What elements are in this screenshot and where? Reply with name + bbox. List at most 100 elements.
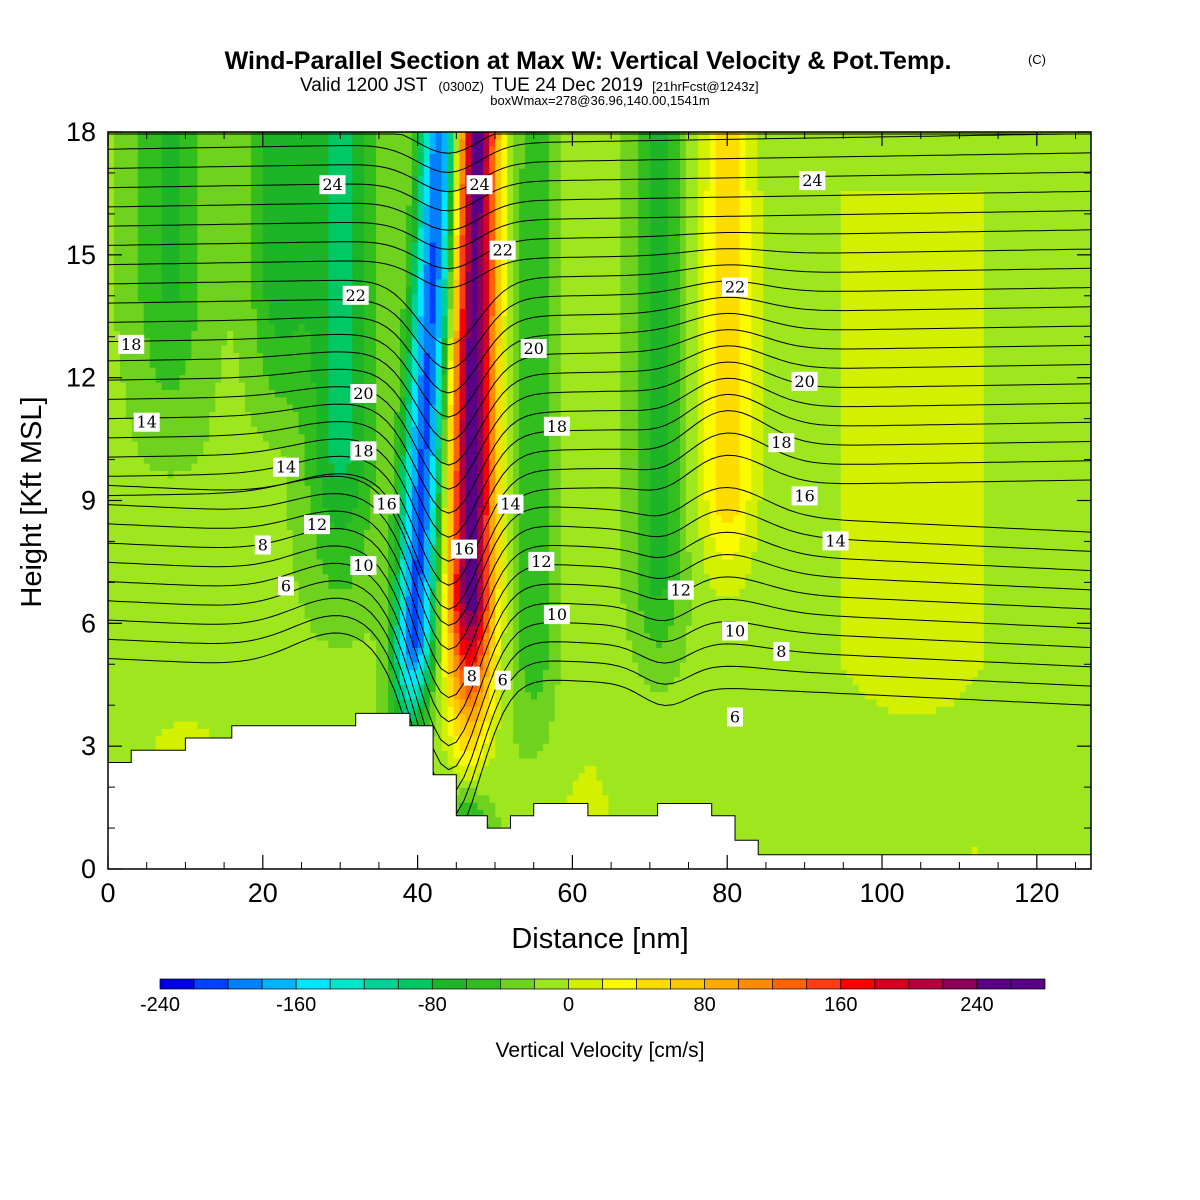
- velocity-cell: [560, 213, 621, 222]
- velocity-cell: [417, 316, 425, 325]
- velocity-cell: [310, 345, 330, 354]
- velocity-cell: [697, 397, 705, 406]
- velocity-cell: [459, 706, 478, 715]
- velocity-cell: [620, 360, 639, 369]
- velocity-cell: [483, 670, 490, 678]
- velocity-cell: [507, 552, 514, 561]
- velocity-cell: [215, 397, 246, 406]
- velocity-cell: [405, 677, 419, 686]
- velocity-cell: [703, 389, 717, 398]
- velocity-cell: [507, 301, 514, 310]
- velocity-cell: [638, 146, 651, 155]
- velocity-cell: [453, 611, 461, 620]
- velocity-cell: [376, 213, 407, 222]
- contour-label-text: 12: [671, 581, 691, 600]
- velocity-cell: [620, 294, 639, 303]
- velocity-cell: [453, 146, 461, 155]
- velocity-cell: [298, 323, 306, 332]
- velocity-cell: [179, 227, 198, 236]
- velocity-cell: [447, 699, 455, 708]
- velocity-cell: [405, 611, 413, 620]
- velocity-cell: [435, 478, 443, 487]
- velocity-cell: [376, 456, 395, 465]
- velocity-cell: [501, 404, 508, 413]
- velocity-cell: [936, 706, 1091, 715]
- velocity-cell: [113, 161, 139, 170]
- velocity-cell: [316, 441, 330, 450]
- velocity-cell: [459, 773, 478, 782]
- velocity-cell: [179, 272, 198, 280]
- velocity-cell: [697, 176, 711, 185]
- velocity-cell: [548, 161, 562, 170]
- velocity-cell: [411, 154, 419, 163]
- velocity-cell: [441, 611, 449, 620]
- velocity-cell: [489, 611, 496, 620]
- velocity-cell: [840, 485, 985, 494]
- velocity-cell: [316, 426, 330, 435]
- velocity-cell: [304, 448, 318, 457]
- velocity-cell: [447, 353, 455, 362]
- velocity-cell: [715, 588, 741, 597]
- velocity-cell: [679, 176, 687, 185]
- velocity-cell: [673, 603, 693, 612]
- velocity-cell: [471, 139, 484, 148]
- velocity-cell: [197, 139, 252, 148]
- contour-label-box: [278, 576, 294, 596]
- velocity-cell: [560, 640, 633, 649]
- velocity-cell: [453, 706, 461, 715]
- velocity-cell: [417, 618, 425, 627]
- velocity-cell: [507, 132, 514, 140]
- velocity-cell: [477, 456, 484, 465]
- velocity-cell: [435, 434, 443, 443]
- velocity-cell: [459, 286, 467, 295]
- velocity-cell: [477, 441, 484, 450]
- velocity-cell: [519, 611, 550, 620]
- velocity-cell: [453, 213, 461, 222]
- velocity-cell: [751, 493, 764, 502]
- velocity-cell: [405, 235, 413, 244]
- velocity-cell: [393, 522, 401, 531]
- velocity-cell: [739, 493, 753, 502]
- velocity-cell: [262, 353, 312, 362]
- velocity-cell: [477, 670, 484, 678]
- velocity-cell: [405, 434, 413, 443]
- velocity-cell: [453, 596, 461, 605]
- velocity-cell: [507, 581, 514, 590]
- velocity-cell: [650, 367, 669, 376]
- velocity-cell: [650, 279, 669, 288]
- velocity-cell: [483, 235, 490, 244]
- velocity-cell: [560, 655, 633, 664]
- velocity-cell: [316, 544, 365, 553]
- velocity-cell: [447, 198, 455, 207]
- velocity-cell: [477, 213, 484, 222]
- velocity-cell: [245, 397, 288, 406]
- velocity-cell: [620, 588, 639, 597]
- velocity-cell: [113, 139, 139, 148]
- velocity-cell: [620, 596, 639, 605]
- contour-label-text: 24: [322, 175, 342, 194]
- velocity-cell: [489, 721, 502, 730]
- velocity-cell: [423, 706, 431, 715]
- velocity-cell: [715, 161, 741, 170]
- velocity-cell: [513, 677, 526, 686]
- velocity-cell: [983, 301, 1091, 310]
- velocity-cell: [548, 471, 562, 479]
- velocity-cell: [137, 168, 163, 177]
- velocity-cell: [650, 559, 669, 568]
- colorbar-tick-label: -80: [418, 994, 447, 1016]
- theta-contour-line: [108, 580, 1091, 771]
- velocity-cell: [429, 419, 437, 428]
- velocity-cell: [715, 434, 741, 443]
- velocity-cell: [441, 242, 449, 251]
- velocity-cell: [108, 301, 115, 310]
- velocity-cell: [137, 235, 163, 244]
- velocity-cell: [268, 301, 330, 310]
- velocity-cell: [507, 404, 514, 413]
- velocity-cell: [364, 272, 377, 280]
- velocity-cell: [560, 330, 621, 339]
- velocity-cell: [459, 419, 467, 428]
- velocity-cell: [507, 139, 514, 148]
- velocity-cell: [638, 471, 651, 479]
- velocity-cell: [328, 242, 353, 251]
- velocity-cell: [679, 286, 687, 295]
